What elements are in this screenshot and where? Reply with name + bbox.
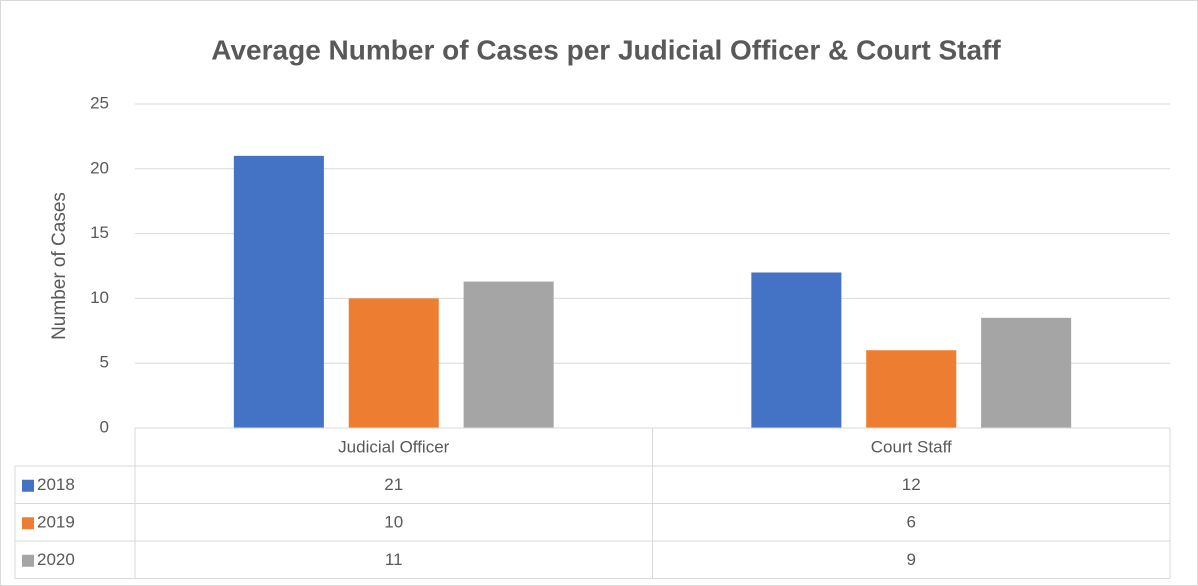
bar — [348, 298, 439, 428]
bar — [981, 317, 1072, 428]
bar — [233, 155, 324, 428]
legend-swatch — [22, 554, 34, 567]
table-value: 11 — [385, 550, 403, 569]
chart-title: Average Number of Cases per Judicial Off… — [211, 34, 1001, 65]
table-value: 6 — [907, 513, 916, 532]
table-header: Judicial Officer — [338, 437, 450, 456]
y-tick-label: 20 — [90, 158, 109, 177]
y-tick-label: 25 — [90, 93, 109, 112]
y-tick-label: 15 — [90, 223, 109, 242]
legend-label: 2018 — [37, 475, 75, 494]
y-axis-title: Number of Cases — [49, 192, 70, 340]
legend-swatch — [22, 517, 34, 530]
table-value: 12 — [902, 475, 921, 494]
legend-label: 2019 — [37, 513, 75, 532]
table-header: Court Staff — [871, 437, 952, 456]
bar — [463, 281, 554, 428]
y-tick-label: 10 — [90, 288, 109, 307]
legend-swatch — [22, 479, 34, 492]
table-value: 21 — [384, 475, 403, 494]
bar — [751, 272, 842, 428]
table-value: 10 — [384, 513, 403, 532]
y-tick-label: 0 — [100, 417, 109, 436]
y-tick-label: 5 — [100, 353, 109, 372]
bar — [866, 350, 957, 428]
table-value: 9 — [907, 550, 916, 569]
legend-label: 2020 — [37, 550, 75, 569]
